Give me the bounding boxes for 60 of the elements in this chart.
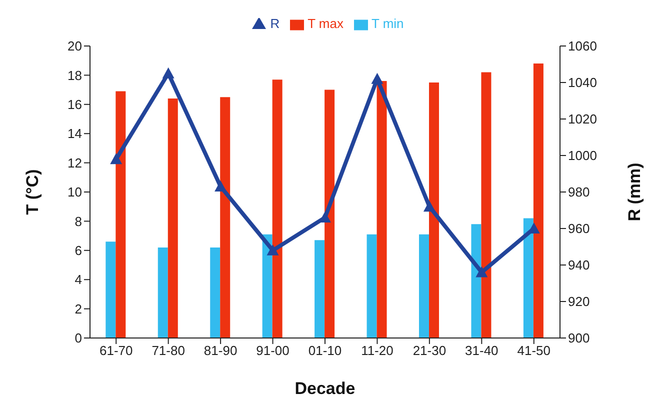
y2-tick-label: 1020 <box>568 112 597 127</box>
y-tick-label: 2 <box>74 301 82 316</box>
x-tick-label: 41-50 <box>517 343 551 358</box>
bar <box>471 224 482 338</box>
legend-label: T min <box>372 16 404 31</box>
y-tick-label: 20 <box>68 38 82 54</box>
y2-axis-title: R (mm) <box>625 162 644 222</box>
y-tick-label: 14 <box>68 126 82 142</box>
bar <box>481 72 492 338</box>
point <box>476 266 488 278</box>
x-tick-label: 81-90 <box>204 343 238 358</box>
bar <box>366 234 377 338</box>
bar <box>220 97 230 338</box>
x-tick-label: 21-30 <box>412 343 446 358</box>
y-tick-label: 12 <box>68 155 82 170</box>
y-tick-label: 8 <box>74 214 82 229</box>
bar <box>523 218 534 338</box>
y2-tick-label: 1060 <box>568 38 597 54</box>
y-tick-label: 10 <box>68 184 82 200</box>
y2-tick-label: 940 <box>568 258 590 273</box>
y2-tick-label: 960 <box>568 221 590 236</box>
y-axis-title: T (°C) <box>23 169 42 215</box>
bar <box>533 64 544 338</box>
y2-tick-label: 1040 <box>568 75 597 90</box>
bar <box>116 91 126 338</box>
x-tick-label: 91-00 <box>256 343 290 358</box>
bar <box>106 242 116 338</box>
point <box>110 153 122 164</box>
legend-label: R <box>270 16 280 31</box>
y2-tick-label: 920 <box>568 294 590 310</box>
y2-tick-label: 1000 <box>568 148 597 164</box>
legend-label: T max <box>308 16 344 31</box>
y-tick-label: 0 <box>74 330 82 346</box>
x-tick-label: 71-80 <box>152 343 185 358</box>
bar <box>262 234 272 338</box>
y-tick-label: 6 <box>74 243 82 258</box>
x-tick-label: 11-20 <box>361 343 394 358</box>
bar <box>210 247 220 338</box>
bar <box>376 81 387 338</box>
point <box>266 244 279 256</box>
point <box>214 180 227 192</box>
y-tick-label: 18 <box>68 68 82 83</box>
bar <box>168 98 178 338</box>
y2-tick-label: 980 <box>568 184 590 200</box>
bar <box>419 234 429 338</box>
y-tick-label: 16 <box>68 97 82 112</box>
x-tick-label: 31-40 <box>465 343 498 358</box>
point <box>162 67 174 78</box>
x-tick-label: 61-70 <box>99 343 133 358</box>
y-tick-label: 4 <box>74 272 82 288</box>
point <box>371 72 384 84</box>
x-axis-title: Decade <box>294 379 356 398</box>
x-tick-label: 01-10 <box>308 343 342 358</box>
bar <box>158 247 168 338</box>
point <box>423 200 436 212</box>
bar <box>429 82 439 338</box>
bar <box>314 240 325 338</box>
bar <box>324 90 335 338</box>
bar <box>272 80 282 338</box>
y2-tick-label: 900 <box>568 330 590 346</box>
